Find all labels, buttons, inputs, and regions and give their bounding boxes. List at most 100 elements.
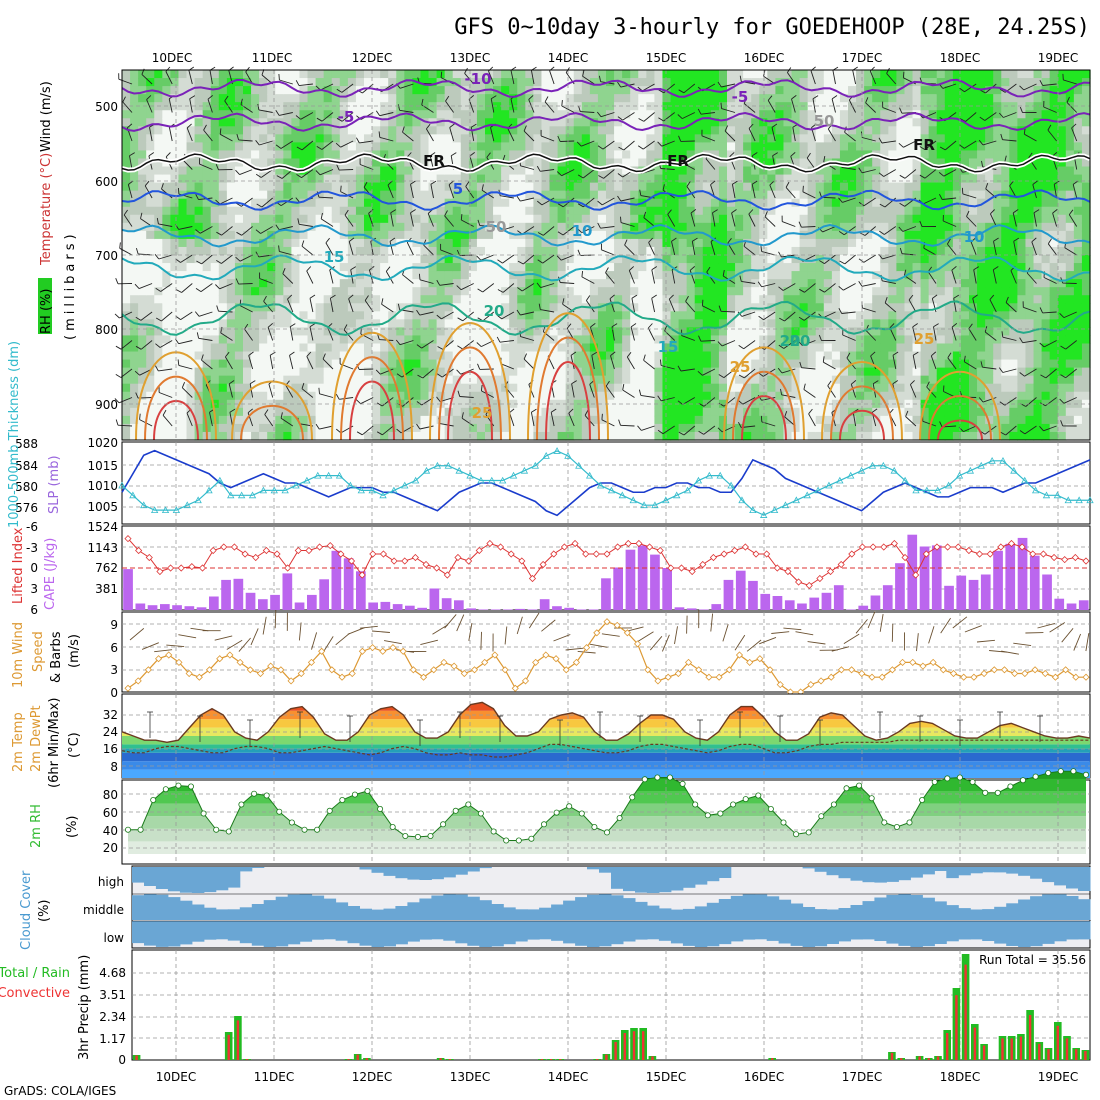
rh-cell <box>283 142 292 152</box>
rh-cell <box>944 407 954 417</box>
rh-cell <box>339 198 349 208</box>
rh-cell <box>210 255 220 264</box>
rh-cell <box>823 126 833 135</box>
rh-cell <box>969 351 978 361</box>
rh-cell <box>799 263 809 272</box>
rh-cell <box>807 78 817 87</box>
rh-cell <box>355 166 365 176</box>
rh-cell <box>960 263 970 272</box>
rh-cell <box>573 271 583 280</box>
rh-cell <box>622 327 631 337</box>
rh-cell <box>896 230 906 240</box>
rh-cell <box>597 375 607 385</box>
rh-cell <box>848 214 857 224</box>
rh-cell <box>662 246 672 256</box>
rh-cell <box>799 246 809 256</box>
rh-cell <box>517 134 526 143</box>
rh-cell <box>718 246 728 256</box>
rh-cell <box>589 415 599 425</box>
rh-cell <box>775 110 785 119</box>
rh-cell <box>888 78 897 87</box>
rh-cell <box>444 238 454 248</box>
rh-cell <box>307 110 317 119</box>
rh-cell <box>960 407 970 417</box>
rh-cell <box>606 182 615 192</box>
rh-cell <box>226 423 236 433</box>
rh-cell <box>686 158 696 168</box>
rh-cell <box>686 383 696 393</box>
rh-cell <box>323 206 333 216</box>
rh-cell <box>767 190 776 200</box>
rh-cell <box>509 359 518 369</box>
rh-cell <box>307 78 317 87</box>
rh-cell <box>525 126 534 135</box>
rh-cell <box>977 351 986 361</box>
rh-cell <box>864 134 873 143</box>
rh-cell <box>404 279 413 288</box>
rh-cell <box>138 198 147 208</box>
rh-cell <box>146 246 155 256</box>
rh-cell <box>872 327 881 337</box>
rh-cell <box>444 150 454 160</box>
rh-cell <box>952 134 962 143</box>
rh-cell <box>622 102 631 111</box>
rh-cell <box>839 303 849 312</box>
rh-cell <box>936 222 946 232</box>
rh-cell <box>557 279 567 288</box>
rh-cell <box>694 319 704 328</box>
rh-cell <box>476 391 486 401</box>
rh-cell <box>138 391 147 401</box>
rh-cell <box>815 343 825 353</box>
rh-cell <box>226 142 236 152</box>
rh-cell <box>460 190 470 200</box>
rh-cell <box>283 174 292 184</box>
rh-cell <box>299 174 309 184</box>
rh-cell <box>888 110 897 119</box>
rh-cell <box>856 142 865 152</box>
rh-cell <box>678 238 688 248</box>
rh-cell <box>501 118 510 127</box>
rh-cell <box>396 126 405 135</box>
rh-cell <box>581 214 591 224</box>
rh-cell <box>718 118 728 127</box>
rh-cell <box>436 391 446 401</box>
rh-cell <box>807 158 817 168</box>
rh-cell <box>243 110 252 119</box>
rh-cell <box>412 214 422 224</box>
rh-cell <box>307 86 317 95</box>
rh-cell <box>186 70 196 79</box>
rh-cell <box>234 407 244 417</box>
rh-cell <box>396 327 405 337</box>
rh-cell <box>388 431 397 441</box>
rh-cell <box>283 110 292 119</box>
rh-cell <box>307 271 317 280</box>
rh-cell <box>694 295 704 304</box>
rh-cell <box>452 255 462 264</box>
rh-cell <box>799 214 809 224</box>
rh-cell <box>815 190 825 200</box>
rh-cell <box>202 158 212 168</box>
rh-cell <box>170 94 180 103</box>
rh-cell <box>791 230 801 240</box>
rh-cell <box>985 110 994 119</box>
rh-cell <box>476 359 486 369</box>
rh-cell <box>557 423 567 433</box>
rh-cell <box>710 158 720 168</box>
rh-cell <box>234 423 244 433</box>
rh-cell <box>718 190 728 200</box>
rh-cell <box>517 391 526 401</box>
rh-cell <box>581 126 591 135</box>
rh-cell <box>517 214 526 224</box>
rh-cell <box>654 142 664 152</box>
rh-cell <box>767 399 776 409</box>
rh-cell <box>977 263 986 272</box>
rh-cell <box>299 367 309 377</box>
rh-cell <box>589 407 599 417</box>
rh-cell <box>130 118 139 127</box>
rh-cell <box>614 423 623 433</box>
rh-cell <box>718 391 728 401</box>
rh-cell <box>904 86 914 95</box>
rh-cell <box>767 86 776 95</box>
rh-cell <box>952 246 962 256</box>
rh-cell <box>476 319 486 328</box>
